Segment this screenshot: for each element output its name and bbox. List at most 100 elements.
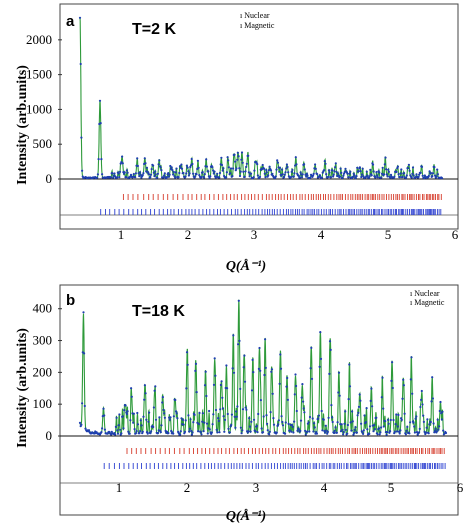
observed-point [357, 411, 360, 414]
panel-a: a T=2 K ı Nuclear ı Magnetic Intensity (… [15, 3, 459, 274]
panel-b: b T=18 K ı Nuclear ı Magnetic Intensity … [15, 284, 464, 524]
observed-point [263, 167, 266, 170]
observed-point [328, 340, 332, 343]
observed-point [213, 170, 216, 173]
observed-point [396, 425, 399, 428]
observed-point [158, 416, 161, 419]
observed-point [292, 431, 295, 434]
observed-point [226, 412, 229, 416]
panel-a-temperature: T=2 K [132, 21, 176, 38]
observed-point [175, 167, 178, 170]
observed-point [188, 172, 191, 175]
observed-point [190, 157, 193, 161]
observed-point [130, 395, 133, 398]
observed-point [206, 432, 209, 435]
observed-point [440, 177, 444, 180]
observed-point [287, 422, 290, 425]
observed-point [429, 420, 432, 424]
observed-point [182, 423, 185, 426]
observed-point [284, 421, 287, 424]
observed-point [344, 410, 347, 413]
observed-point [241, 429, 244, 432]
observed-point [341, 428, 344, 431]
observed-point [163, 416, 166, 419]
observed-point [161, 401, 164, 404]
observed-point [185, 172, 188, 175]
observed-point [371, 163, 375, 166]
calculated-profile-line [79, 17, 442, 179]
observed-point [192, 172, 195, 175]
observed-point [372, 430, 375, 433]
observed-point [411, 392, 414, 395]
observed-point [348, 172, 351, 175]
observed-point [163, 174, 166, 177]
observed-point [225, 171, 228, 174]
observed-point [368, 425, 372, 428]
observed-point [357, 170, 360, 173]
panel-b-legend-nuclear: ı Nuclear [410, 289, 440, 298]
observed-point [124, 404, 127, 407]
observed-point [193, 413, 196, 416]
observed-point [356, 414, 359, 417]
observed-point [170, 166, 173, 169]
observed-point [333, 170, 336, 173]
observed-point [229, 167, 233, 170]
observed-point [132, 421, 135, 424]
observed-point [232, 371, 236, 374]
observed-point [240, 151, 244, 154]
observed-point [399, 172, 402, 175]
observed-point [167, 172, 170, 175]
observed-point [275, 431, 278, 434]
observed-point [132, 412, 135, 415]
observed-point [312, 172, 315, 175]
observed-point [172, 415, 175, 418]
observed-point [158, 159, 161, 162]
observed-point [78, 421, 82, 424]
observed-point [99, 122, 102, 125]
observed-point [245, 165, 248, 168]
observed-point [291, 425, 294, 428]
observed-point [389, 173, 393, 176]
observed-point [380, 176, 383, 179]
observed-point [348, 363, 351, 366]
observed-point [252, 176, 255, 179]
observed-point [425, 426, 428, 429]
x-tick-label: 3 [253, 480, 260, 495]
observed-point [431, 397, 434, 400]
observed-point [143, 398, 146, 401]
observed-point [123, 409, 126, 412]
observed-point [205, 158, 208, 161]
observed-point [423, 177, 426, 180]
observed-point [185, 387, 188, 390]
observed-point [190, 429, 193, 433]
observed-point [153, 175, 156, 178]
observed-point [230, 423, 233, 427]
observed-point [438, 425, 441, 428]
observed-point [359, 399, 362, 402]
observed-point [181, 418, 184, 421]
observed-point [325, 173, 328, 176]
observed-point [330, 404, 333, 407]
observed-point [383, 173, 386, 176]
y-tick-label: 200 [33, 364, 53, 379]
observed-point [145, 166, 148, 169]
observed-point [139, 430, 142, 433]
observed-point [117, 424, 120, 427]
observed-point [97, 158, 100, 161]
observed-point [258, 175, 262, 178]
observed-point [247, 171, 250, 174]
observed-point [314, 163, 317, 166]
observed-point [127, 430, 130, 433]
x-tick-label: 5 [385, 227, 392, 242]
panel-b-legend-magnetic: ı Magnetic [410, 298, 445, 307]
observed-point [343, 422, 346, 425]
observed-point [270, 370, 273, 373]
observed-point [326, 432, 329, 435]
observed-point [384, 156, 387, 159]
observed-point [340, 423, 343, 426]
observed-point [303, 168, 306, 171]
observed-point [238, 167, 241, 170]
observed-point [352, 433, 355, 436]
observed-point [204, 370, 207, 373]
observed-point [418, 431, 421, 434]
